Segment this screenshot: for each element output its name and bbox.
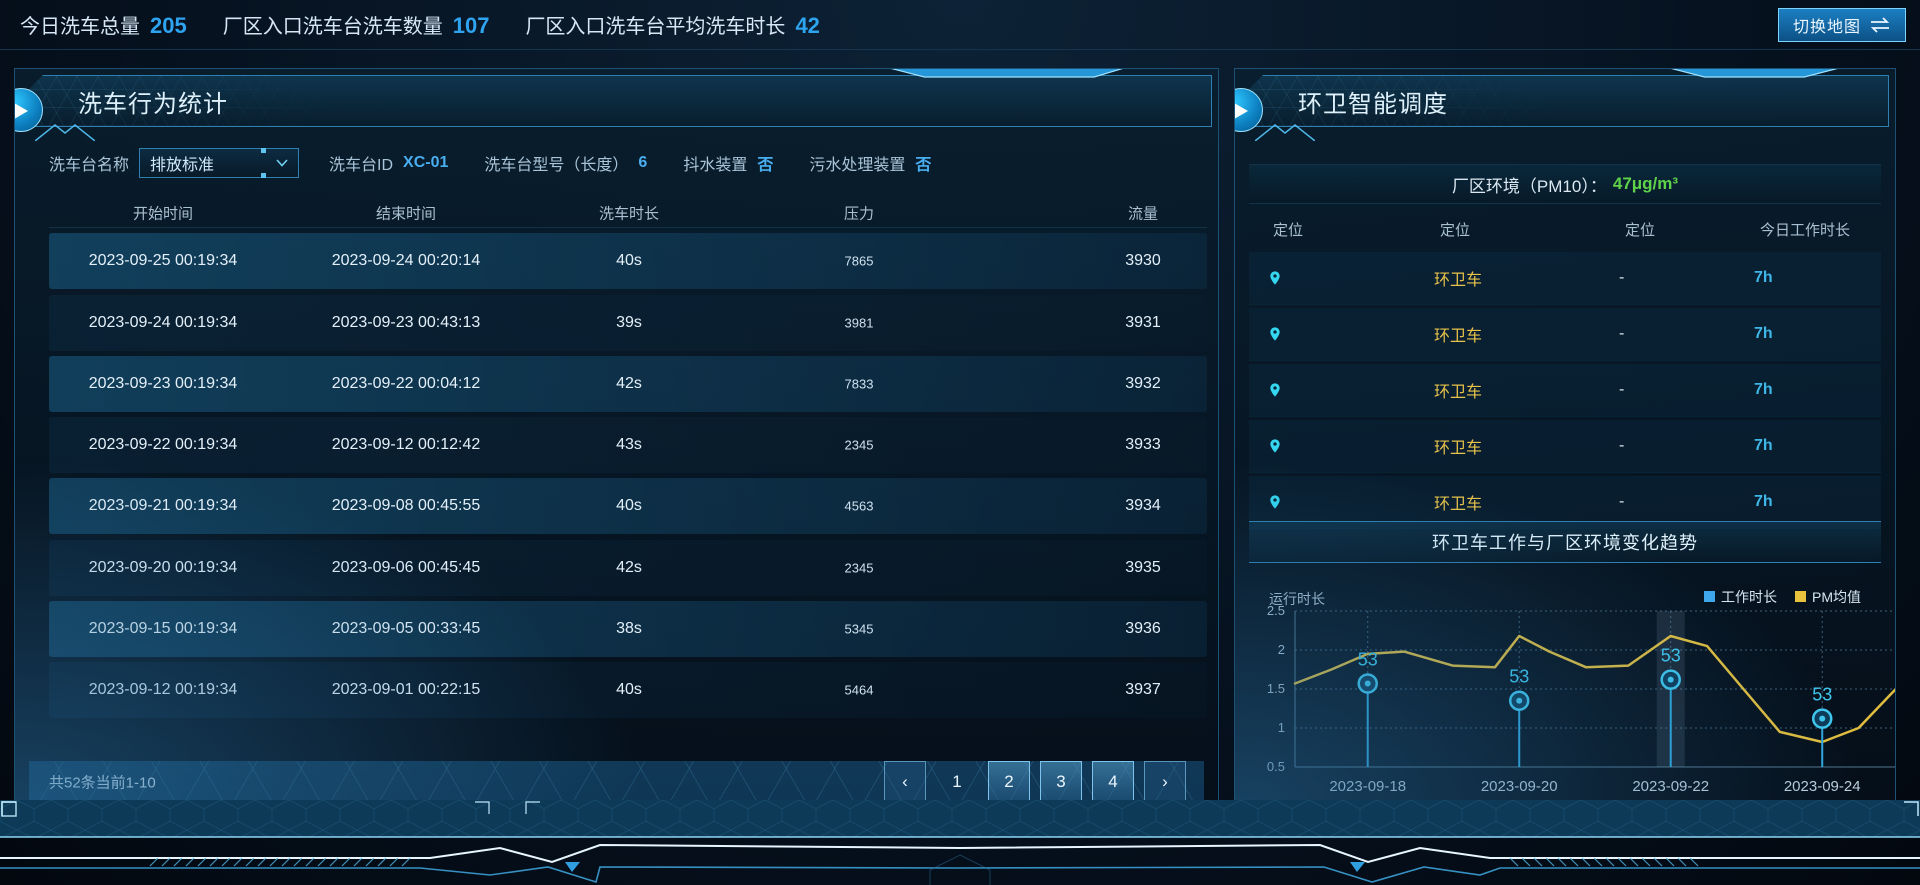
svg-text:2.5: 2.5 xyxy=(1267,603,1285,618)
svg-text:53: 53 xyxy=(1661,646,1681,666)
svg-text:2023-09-24: 2023-09-24 xyxy=(1784,778,1861,795)
svg-text:2023-09-22: 2023-09-22 xyxy=(1632,778,1709,795)
svg-text:0.5: 0.5 xyxy=(1267,759,1285,774)
svg-text:2023-09-20: 2023-09-20 xyxy=(1481,778,1558,795)
svg-text:53: 53 xyxy=(1358,650,1378,670)
svg-text:2: 2 xyxy=(1278,642,1285,657)
svg-text:2023-09-18: 2023-09-18 xyxy=(1329,778,1406,795)
svg-text:53: 53 xyxy=(1509,667,1529,687)
svg-text:1: 1 xyxy=(1278,720,1285,735)
svg-text:53: 53 xyxy=(1812,685,1832,705)
svg-text:1.5: 1.5 xyxy=(1267,681,1285,696)
